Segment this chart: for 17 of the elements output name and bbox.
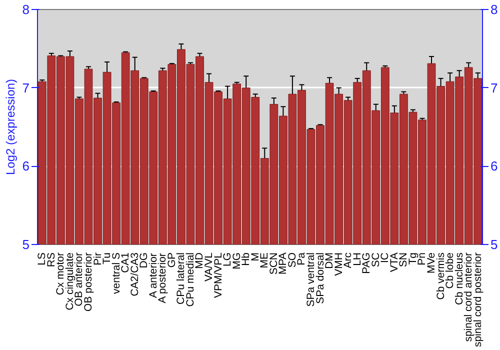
x-tick-label: Cx cingulate <box>64 252 76 310</box>
x-tick-label: LG <box>222 252 234 267</box>
y-tick-label: 8 <box>22 2 30 17</box>
y-axis-title: Log2 (expression) <box>3 78 18 176</box>
y-tick-label: 7 <box>22 80 30 96</box>
x-tick-label: MVe <box>426 252 438 274</box>
y2-tick-label: 7 <box>490 80 498 96</box>
y2-tick-label: 5 <box>490 237 498 252</box>
y-tick-label: 6 <box>22 158 30 174</box>
x-tick-label: MD <box>194 252 206 269</box>
x-tick-label: CPu medial <box>184 252 196 307</box>
y2-tick-label: 8 <box>490 2 498 17</box>
x-tick-label: Pn <box>416 252 428 266</box>
y-tick-label: 5 <box>22 237 30 252</box>
x-tick-label: SPa dorsal <box>314 252 326 304</box>
y2-tick-label: 6 <box>490 158 498 174</box>
x-tick-label: Pir <box>92 252 104 266</box>
